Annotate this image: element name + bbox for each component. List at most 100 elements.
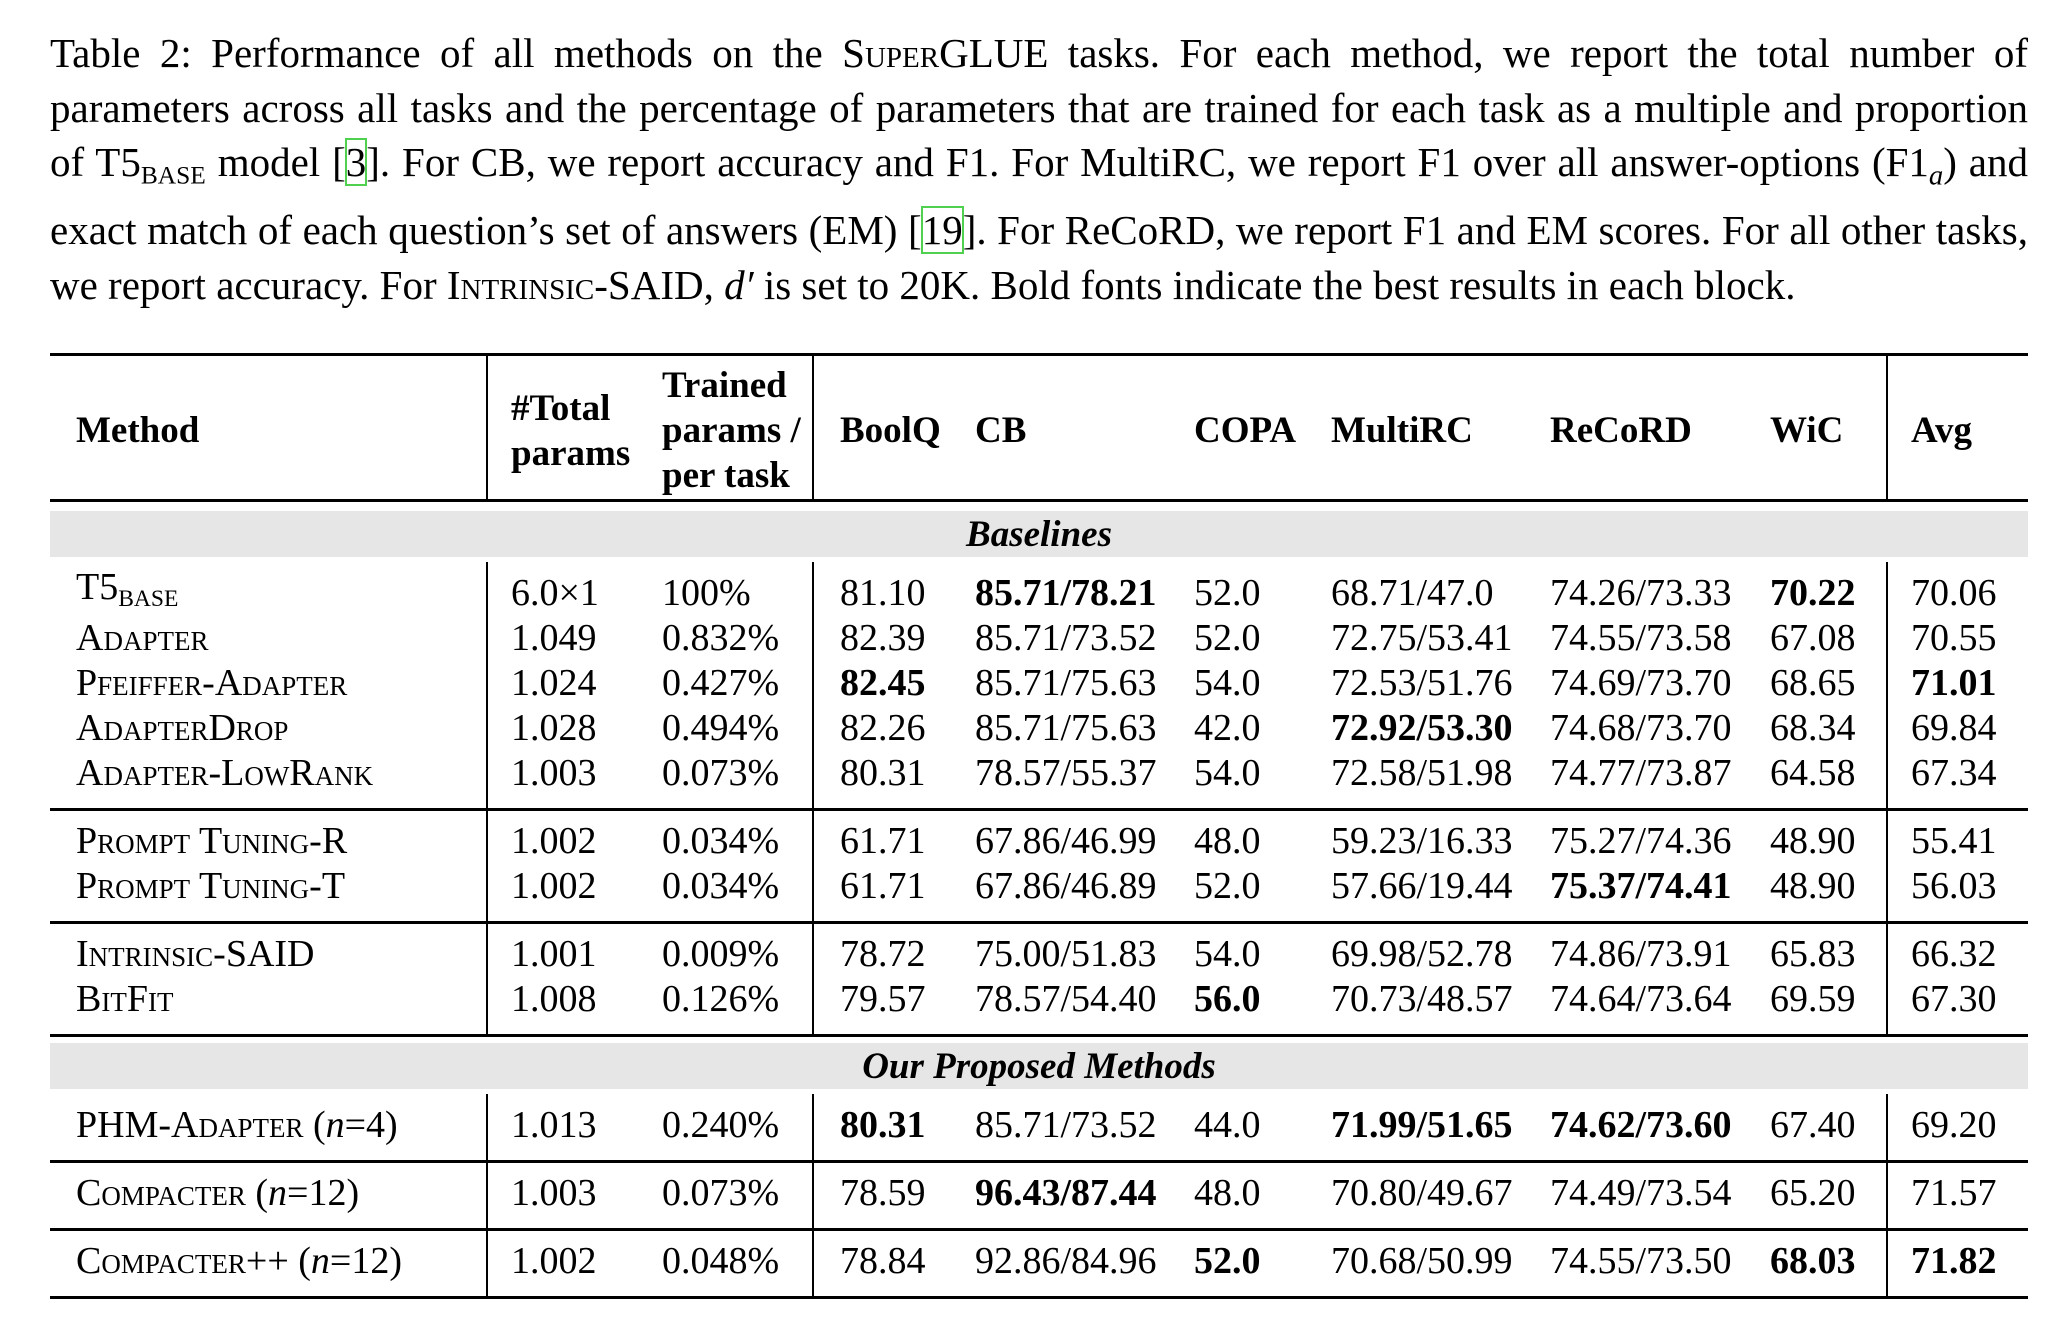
table-cell: 0.034% <box>662 820 780 862</box>
method-text: Adapter-LowRank <box>76 752 374 794</box>
table-cell: 78.84 <box>840 1240 926 1282</box>
column-header: per task <box>662 455 790 496</box>
table-cell: 67.40 <box>1770 1104 1856 1146</box>
table-cell: 67.34 <box>1911 752 1997 794</box>
method-text: BASE <box>118 586 179 613</box>
method-text: ( <box>303 1104 326 1146</box>
table-cell: 56.03 <box>1911 865 1997 907</box>
table-cell: 42.0 <box>1194 707 1261 749</box>
table-cell: 74.86/73.91 <box>1550 933 1732 975</box>
caption-text: ) and exact match of each question’s set… <box>50 139 2028 254</box>
table-cell: 82.45 <box>840 662 926 704</box>
caption-text: d′ <box>724 261 754 308</box>
section-band <box>50 511 2028 557</box>
horizontal-rule <box>50 1160 2028 1163</box>
method-text: PHM-Adapter <box>76 1104 304 1146</box>
table-cell: 59.23/16.33 <box>1331 820 1513 862</box>
table-cell: 65.20 <box>1770 1172 1856 1214</box>
method-text: Intrinsic-SAID <box>76 933 315 975</box>
table-cell: 78.57/55.37 <box>975 752 1157 794</box>
table-cell: 78.72 <box>840 933 926 975</box>
table-cell: 1.001 <box>511 933 597 975</box>
column-separator <box>1886 1230 1888 1296</box>
table-cell: 67.30 <box>1911 978 1997 1020</box>
table-cell: 71.57 <box>1911 1172 1997 1214</box>
citation-link[interactable]: 19 <box>920 206 964 255</box>
table-cell: 74.68/73.70 <box>1550 707 1732 749</box>
table-cell: 72.53/51.76 <box>1331 662 1513 704</box>
column-separator <box>812 1094 814 1160</box>
method-text: ( <box>245 1172 269 1214</box>
caption-text: Table 2: Performance of all methods on t… <box>50 30 843 76</box>
table-cell: 71.99/51.65 <box>1331 1104 1513 1146</box>
table-cell: 81.10 <box>840 572 926 614</box>
horizontal-rule <box>50 1228 2028 1231</box>
method-name: Pfeiffer-Adapter <box>76 661 347 705</box>
horizontal-rule <box>50 353 2028 356</box>
method-text: n <box>325 1104 345 1146</box>
table-cell: 54.0 <box>1194 752 1261 794</box>
method-name: T5BASE <box>76 565 178 621</box>
table-cell: 85.71/75.63 <box>975 707 1157 749</box>
column-separator <box>486 1094 488 1160</box>
method-text: AdapterDrop <box>76 707 289 749</box>
table-cell: 56.0 <box>1194 978 1261 1020</box>
table-cell: 68.71/47.0 <box>1331 572 1494 614</box>
method-name: Prompt Tuning-R <box>76 819 347 863</box>
column-separator <box>1886 1162 1888 1228</box>
table-cell: 1.049 <box>511 617 597 659</box>
caption-text: is set to 20K. Bold fonts indicate the b… <box>753 261 1796 308</box>
table-cell: 66.32 <box>1911 933 1997 975</box>
table-cell: 52.0 <box>1194 572 1261 614</box>
column-header: params <box>511 432 631 474</box>
table-cell: 54.0 <box>1194 662 1261 704</box>
table-cell: 69.20 <box>1911 1104 1997 1146</box>
table-cell: 67.86/46.99 <box>975 820 1157 862</box>
column-header: CB <box>975 410 1027 451</box>
column-separator <box>486 1230 488 1296</box>
table-cell: 0.494% <box>662 707 780 749</box>
citation-link[interactable]: 3 <box>344 138 368 186</box>
table-cell: 1.002 <box>511 820 597 862</box>
table-cell: 74.69/73.70 <box>1550 662 1732 704</box>
column-header: params / <box>662 410 801 451</box>
horizontal-rule <box>50 1296 2028 1299</box>
table-cell: 70.22 <box>1770 572 1856 614</box>
caption-text: ]. For ReCoRD, we report F1 and EM score… <box>50 207 2029 308</box>
column-separator <box>812 562 814 808</box>
table-cell: 69.59 <box>1770 978 1856 1020</box>
table-cell: 57.66/19.44 <box>1331 865 1513 907</box>
caption-text: a <box>1928 159 1944 192</box>
table-cell: 72.75/53.41 <box>1331 617 1513 659</box>
column-header: ReCoRD <box>1550 410 1692 451</box>
table-cell: 80.31 <box>840 1104 926 1146</box>
caption-text: Intrinsic-SAID <box>446 261 704 308</box>
table-cell: 61.71 <box>840 865 926 907</box>
caption-text: , <box>703 261 725 308</box>
table-cell: 70.68/50.99 <box>1331 1240 1513 1282</box>
method-name: Intrinsic-SAID <box>76 932 315 976</box>
method-text: ( <box>288 1240 311 1282</box>
table-cell: 48.0 <box>1194 1172 1261 1214</box>
caption-text: tasks. For each method, we report the to… <box>50 30 2028 185</box>
table-cell: 44.0 <box>1194 1104 1261 1146</box>
table-cell: 71.01 <box>1911 662 1997 704</box>
column-separator <box>486 923 488 1034</box>
method-text: Prompt Tuning-T <box>76 865 346 907</box>
table-cell: 67.08 <box>1770 617 1856 659</box>
table-cell: 74.64/73.64 <box>1550 978 1732 1020</box>
table-cell: 75.37/74.41 <box>1550 865 1732 907</box>
table-cell: 92.86/84.96 <box>975 1240 1157 1282</box>
method-text: T5 <box>76 565 119 608</box>
horizontal-rule <box>50 808 2028 811</box>
column-separator <box>1886 562 1888 808</box>
table-cell: 71.82 <box>1911 1240 1997 1282</box>
caption-text: SuperGLUE <box>842 30 1049 76</box>
table-cell: 72.92/53.30 <box>1331 707 1513 749</box>
table-cell: 100% <box>662 572 751 614</box>
table-cell: 48.90 <box>1770 820 1856 862</box>
caption-text: BASE <box>140 161 206 190</box>
table-cell: 1.003 <box>511 1172 597 1214</box>
table-cell: 70.55 <box>1911 617 1997 659</box>
table-cell: 74.55/73.50 <box>1550 1240 1732 1282</box>
